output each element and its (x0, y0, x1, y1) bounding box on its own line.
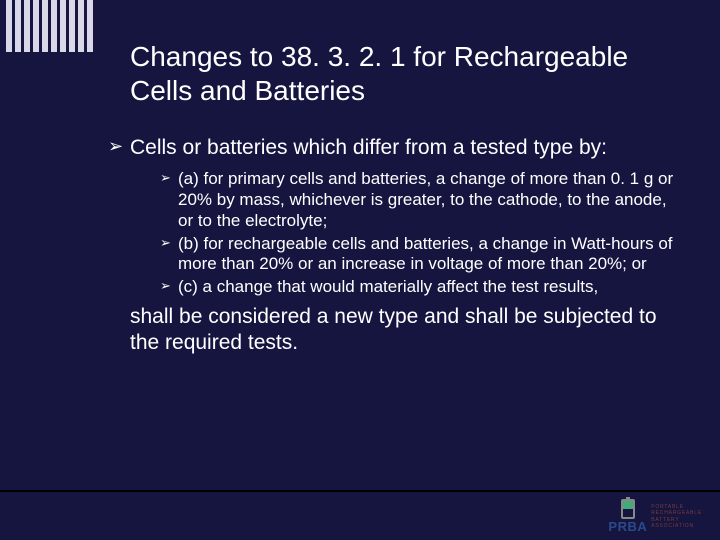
logo-abbr: PRBA (608, 519, 647, 534)
bullet-level2: ➢ (a) for primary cells and batteries, a… (160, 169, 680, 231)
bullet-level2-text: (c) a change that would materially affec… (178, 277, 598, 298)
bullet-arrow-icon: ➢ (160, 234, 178, 275)
slide-content: Changes to 38. 3. 2. 1 for Rechargeable … (130, 40, 680, 356)
footer-divider (0, 490, 720, 492)
bullet-level2-text: (a) for primary cells and batteries, a c… (178, 169, 680, 231)
logo-mark: PRBA (608, 499, 647, 534)
bullet-level1-text: Cells or batteries which differ from a t… (130, 135, 607, 161)
closing-text: shall be considered a new type and shall… (130, 304, 680, 357)
bullet-arrow-icon: ➢ (160, 277, 178, 298)
prba-logo: PRBA PORTABLE RECHARGEABLE BATTERY ASSOC… (608, 499, 702, 534)
bullet-level2: ➢ (b) for rechargeable cells and batteri… (160, 234, 680, 275)
logo-line: ASSOCIATION (651, 523, 702, 530)
bullet-arrow-icon: ➢ (160, 169, 178, 231)
bullet-level2-text: (b) for rechargeable cells and batteries… (178, 234, 680, 275)
bullet-level1: ➢ Cells or batteries which differ from a… (108, 135, 680, 161)
logo-line: RECHARGEABLE (651, 510, 702, 517)
logo-full-name: PORTABLE RECHARGEABLE BATTERY ASSOCIATIO… (651, 504, 702, 530)
bullet-arrow-icon: ➢ (108, 135, 130, 161)
corner-decoration (0, 0, 93, 52)
bullet-level2: ➢ (c) a change that would materially aff… (160, 277, 680, 298)
battery-icon (621, 499, 635, 519)
slide-title: Changes to 38. 3. 2. 1 for Rechargeable … (130, 40, 680, 107)
